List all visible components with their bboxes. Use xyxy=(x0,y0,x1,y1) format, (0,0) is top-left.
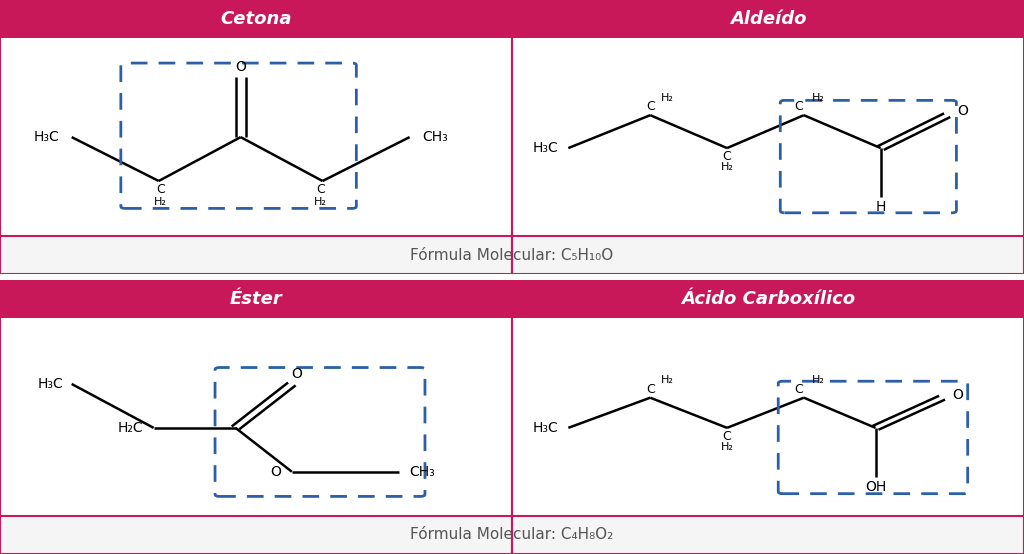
Text: O: O xyxy=(292,367,302,381)
Text: H₂: H₂ xyxy=(812,375,825,385)
Text: H₂: H₂ xyxy=(812,93,825,102)
Text: C: C xyxy=(723,429,731,443)
Text: H₂: H₂ xyxy=(660,93,674,102)
Text: H₂: H₂ xyxy=(721,162,733,172)
Text: H₂: H₂ xyxy=(155,197,167,207)
Text: O: O xyxy=(236,60,246,74)
Text: H₃C: H₃C xyxy=(34,130,59,144)
Text: C: C xyxy=(723,150,731,163)
Text: H: H xyxy=(876,201,886,214)
Text: O: O xyxy=(952,388,964,402)
Text: H₂: H₂ xyxy=(314,197,327,207)
Text: H₃C: H₃C xyxy=(532,141,558,155)
Text: OH: OH xyxy=(865,480,886,494)
Text: C: C xyxy=(157,183,165,196)
Text: Aldeído: Aldeído xyxy=(730,10,806,28)
Bar xyxy=(512,0,1024,38)
Text: H₃C: H₃C xyxy=(532,421,558,435)
Text: Fórmula Molecular: C₄H₈O₂: Fórmula Molecular: C₄H₈O₂ xyxy=(411,527,613,542)
Text: H₂: H₂ xyxy=(660,375,674,385)
Text: CH₃: CH₃ xyxy=(410,465,435,479)
Text: Ácido Carboxílico: Ácido Carboxílico xyxy=(681,290,855,308)
Text: CH₃: CH₃ xyxy=(422,130,447,144)
Bar xyxy=(0,280,512,318)
Bar xyxy=(0,0,512,38)
Text: C: C xyxy=(795,383,803,396)
Text: O: O xyxy=(957,104,969,118)
Bar xyxy=(0,516,1024,554)
Text: C: C xyxy=(316,183,325,196)
Text: Fórmula Molecular: C₅H₁₀O: Fórmula Molecular: C₅H₁₀O xyxy=(411,248,613,263)
Text: H₂C: H₂C xyxy=(118,421,143,435)
Text: Cetona: Cetona xyxy=(220,10,292,28)
Text: H₂: H₂ xyxy=(721,442,733,452)
Text: C: C xyxy=(646,383,654,396)
Text: H₃C: H₃C xyxy=(38,377,63,391)
Bar xyxy=(512,280,1024,318)
Text: O: O xyxy=(270,465,282,479)
Text: Éster: Éster xyxy=(229,290,283,308)
Bar xyxy=(0,236,1024,274)
Text: C: C xyxy=(795,100,803,114)
Text: C: C xyxy=(646,100,654,114)
